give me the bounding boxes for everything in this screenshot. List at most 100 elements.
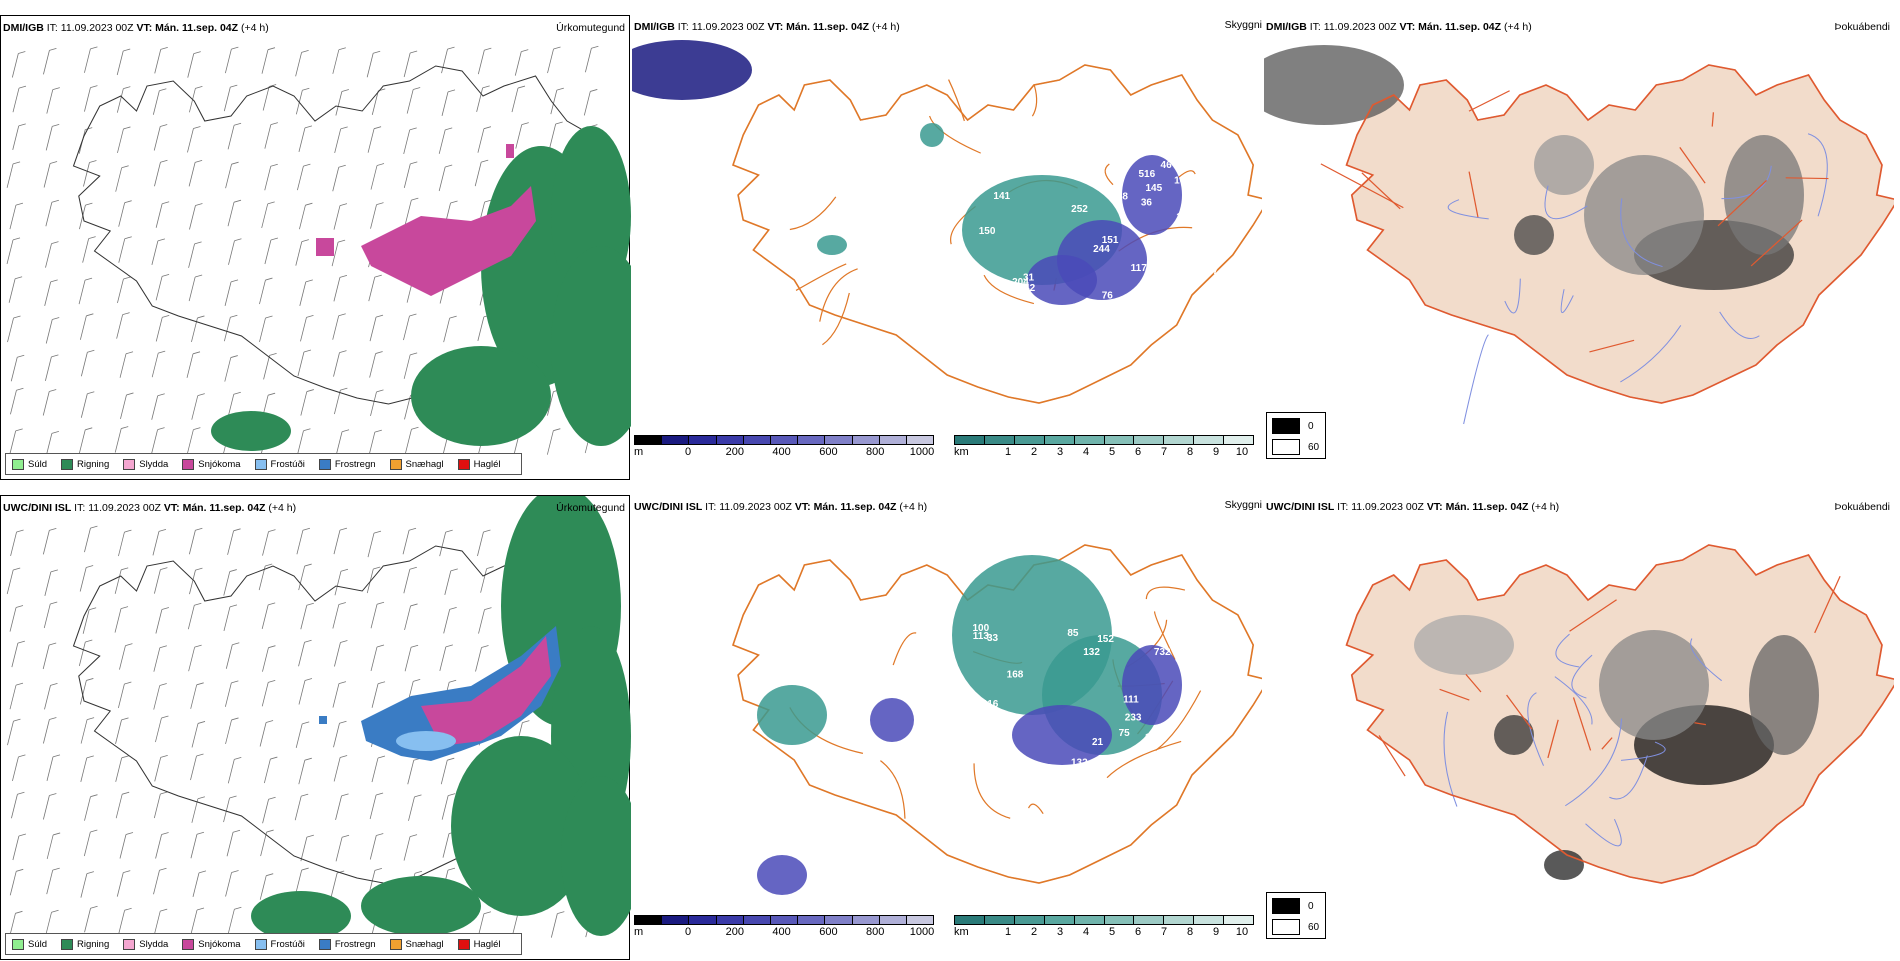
scale-ticks: m 0 200 400 600 800 1000: [634, 446, 934, 458]
scale-swatch: [984, 916, 1015, 924]
cloud-base-label: 154: [1176, 212, 1193, 223]
scale-swatch: [743, 916, 771, 924]
cloud-base-label: 101: [1174, 176, 1191, 187]
cloud-base-label: 145: [1145, 183, 1162, 194]
cloud-base-label: 93: [1185, 721, 1197, 732]
snow-area: [316, 144, 536, 296]
fog-legend-row: 0: [1272, 898, 1325, 914]
fog-map-top: [1264, 45, 1894, 425]
scale-swatch: [1104, 436, 1135, 444]
scale-tick: 3: [1056, 926, 1064, 938]
scale-tick: 1000: [909, 446, 935, 458]
rivers: [1443, 633, 1722, 847]
cloud-base-label: 312: [1153, 139, 1170, 150]
cloud-base-label: 21: [1092, 737, 1104, 748]
cloud-base-labels: 132 31 100 732 132 85 94 163 168 116 164 152 111 33 33…: [973, 623, 1203, 770]
cloud-base-label: 111: [1123, 694, 1139, 705]
legend-label: Haglél: [473, 458, 501, 470]
scale-swatch: [1044, 916, 1075, 924]
scale-tick: 5: [1108, 446, 1116, 458]
cloud-base-label: 168: [1007, 670, 1024, 681]
fog-legend-swatch: [1272, 439, 1300, 455]
fog-legend-row: 60: [1272, 439, 1325, 455]
rain-area: [211, 126, 631, 451]
rivers: [1447, 133, 1828, 425]
fog-legend-label: 0: [1308, 420, 1314, 432]
visibility-panel-top: 117 141 204 516 258 242 244 187 154 252 133 76 22 145…: [632, 15, 1262, 480]
scale-tick: 200: [725, 926, 744, 938]
precip-map-bottom: [6, 496, 631, 941]
scale-bar: [954, 435, 1254, 445]
cloud-base-label: 141: [993, 191, 1010, 202]
legend-swatch: [457, 458, 470, 470]
scale-swatch: [1134, 916, 1165, 924]
scale-swatch: [1164, 916, 1195, 924]
cloud-base-label: 75: [1119, 728, 1131, 739]
legend-label: Snjókoma: [198, 938, 241, 950]
legend-item: Súld: [12, 938, 48, 950]
visibility-scale: km 1 2 3 4 5 6 7 8 9 10: [954, 915, 1254, 938]
scale-ticks: m 0 200 400 600 800 1000: [634, 926, 934, 938]
scale-swatch: [825, 436, 853, 444]
legend-swatch: [318, 938, 331, 950]
cloud-height-scale: m 0 200 400 600 800 1000: [634, 915, 934, 938]
low-cloud-area: [632, 40, 1182, 305]
wind-barbs: [6, 45, 602, 458]
scale-tick: 400: [772, 446, 791, 458]
legend-item: Súld: [12, 458, 48, 470]
scale-swatch: [662, 436, 690, 444]
scale-swatch: [1014, 916, 1045, 924]
legend-item: Frostúði: [254, 938, 305, 950]
precip-type-legend: Súld Rigning Slydda Snjókoma Frostúði Frostre…: [5, 453, 522, 475]
cloud-base-label: 164: [1145, 733, 1162, 744]
legend-item: Frostregn: [318, 458, 376, 470]
scale-swatch: [879, 916, 907, 924]
scale-ticks: km 1 2 3 4 5 6 7 8 9 10: [954, 926, 1254, 938]
scale-tick: 5: [1108, 926, 1116, 938]
legend-swatch: [457, 938, 470, 950]
scale-unit: m: [634, 926, 644, 938]
scale-swatch: [1194, 436, 1225, 444]
cloud-base-label: 244: [1093, 244, 1110, 255]
panel-header: DMI/IGB IT: 11.09.2023 00Z VT: Mán. 11.s…: [634, 21, 900, 33]
scale-tick: 4: [1082, 446, 1090, 458]
cloud-base-label: 132: [1083, 647, 1100, 658]
legend-label: Súld: [28, 458, 48, 470]
scale-swatch: [662, 916, 690, 924]
legend-item: Rigning: [61, 458, 109, 470]
cloud-base-label: 334: [1186, 748, 1203, 759]
scale-tick: 8: [1186, 446, 1194, 458]
scale-tick: 6: [1134, 926, 1142, 938]
legend-swatch: [389, 458, 402, 470]
fog-legend-row: 60: [1272, 919, 1325, 935]
fog-legend-swatch: [1272, 898, 1300, 914]
scale-tick: 1: [1004, 926, 1012, 938]
scale-swatch: [1164, 436, 1195, 444]
precip-type-legend: Súld Rigning Slydda Snjókoma Frostúði Frostre…: [5, 933, 522, 955]
fog-index-panel-bottom: UWC/DINI ISL IT: 11.09.2023 00Z VT: Mán.…: [1264, 495, 1894, 960]
legend-swatch: [123, 458, 136, 470]
panel-title: Þokuábendi: [1834, 21, 1890, 33]
scale-tick: 800: [866, 926, 885, 938]
scale-swatch: [852, 916, 880, 924]
legend-swatch: [12, 938, 24, 950]
fog-legend: 0 60: [1266, 412, 1326, 459]
legend-item: Snæhagl: [389, 458, 444, 470]
scale-swatch: [1074, 436, 1105, 444]
scale-tick: 8: [1186, 926, 1194, 938]
fog-legend-label: 60: [1308, 921, 1320, 933]
cloud-base-label: 116: [982, 699, 999, 710]
legend-label: Súld: [28, 938, 48, 950]
legend-swatch: [254, 458, 267, 470]
precip-type-panel-bottom: UWC/DINI ISL IT: 11.09.2023 00Z VT: Mán.…: [0, 495, 631, 960]
low-cloud-area: [757, 555, 1182, 895]
cloud-base-label: 31: [1146, 739, 1158, 750]
cloud-base-label: 233: [1125, 712, 1142, 723]
precip-map-top: [6, 45, 631, 458]
scale-swatch: [1224, 916, 1254, 924]
legend-swatch: [12, 458, 24, 470]
scale-tick: 800: [866, 446, 885, 458]
scale-swatch: [689, 916, 717, 924]
visibility-panel-bottom: 132 31 100 732 132 85 94 163 168 116 164 152 111 33 33…: [632, 495, 1262, 960]
